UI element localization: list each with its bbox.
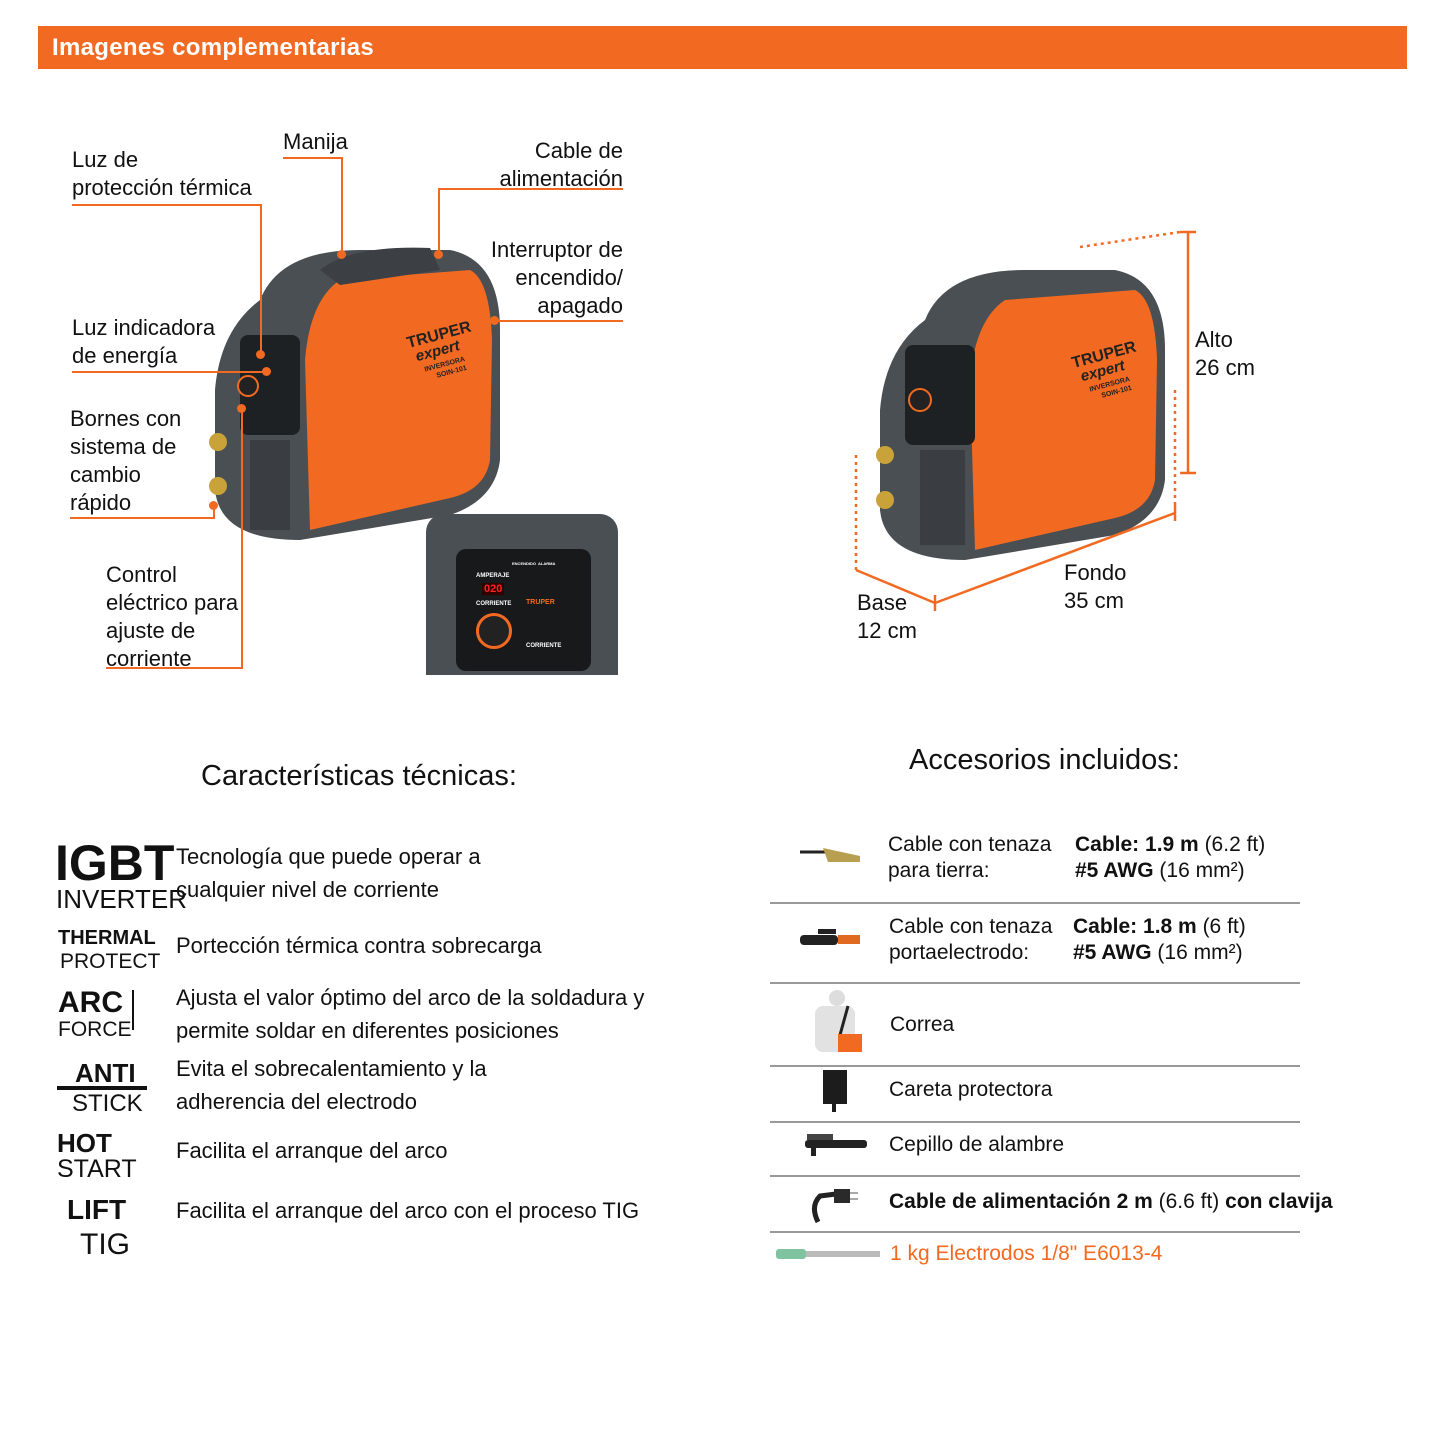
callout-power-switch: Interruptor de encendido/ apagado	[490, 237, 623, 318]
ground-clamp-icon	[800, 848, 860, 862]
welder-image-dimensions: TRUPER expert INVERSORA SOIN-101	[876, 270, 1165, 560]
anti-stick-icon: ANTI	[75, 1058, 136, 1088]
callout-power-light: Luz indicadora de energía	[72, 315, 216, 368]
dimension-depth: Fondo 35 cm	[1064, 560, 1127, 613]
thermal-protect-icon: THERMAL	[58, 927, 156, 949]
electrode-icon	[776, 1249, 880, 1259]
lift-tig-icon: LIFT	[67, 1194, 127, 1225]
callout-current-control: Control eléctrico para ajuste de corrien…	[106, 562, 239, 671]
section-header: Imagenes complementarias	[38, 26, 1407, 69]
callout-power-cable: Cable de alimentación	[499, 138, 623, 191]
control-panel-closeup: AMPERAJE ENCENDIDO ALARMA 020 CORRIENTE …	[426, 514, 618, 675]
accessory-row	[770, 1067, 1300, 1123]
wire-brush-icon	[805, 1134, 867, 1156]
dimension-lines	[854, 230, 1196, 611]
accessory-row	[770, 1123, 1300, 1177]
feature-text: Facilita el arranque del arco con el pro…	[176, 1198, 640, 1223]
feature-text: Evita el sobrecalentamiento y la adheren…	[176, 1056, 487, 1114]
feature-text: Facilita el arranque del arco	[176, 1138, 448, 1163]
accessory-row	[770, 1177, 1300, 1233]
welding-mask-icon	[823, 1070, 847, 1112]
accessory-row	[770, 984, 1300, 1067]
power-cable-plug-icon	[812, 1189, 858, 1224]
callout-thermal-light: Luz de protección térmica	[72, 147, 252, 200]
feature-text: Portección térmica contra sobrecarga	[176, 933, 542, 958]
accessories-title: Accesorios incluidos:	[909, 744, 1180, 776]
arc-force-icon: ARC	[58, 986, 123, 1019]
callout-terminals: Bornes con sistema de cambio rápido	[70, 406, 182, 515]
dimension-base: Base 12 cm	[857, 590, 917, 643]
welder-image-front: TRUPER expert INVERSORA SOIN-101	[209, 247, 500, 540]
accessory-row	[770, 820, 1300, 904]
accessory-electrodes: 1 kg Electrodos 1/8" E6013-4	[890, 1242, 1163, 1265]
strap-icon	[815, 990, 862, 1052]
dimension-height: Alto 26 cm	[1195, 327, 1255, 380]
feature-text: Ajusta el valor óptimo del arco de la so…	[176, 985, 645, 1043]
hot-start-icon: HOT	[57, 1128, 112, 1158]
igbt-inverter-icon: IGBT	[55, 835, 175, 891]
electrode-holder-icon	[800, 929, 860, 945]
accessory-row	[770, 904, 1300, 984]
features-title: Características técnicas:	[201, 760, 517, 792]
callout-handle: Manija	[283, 129, 348, 154]
section-title: Imagenes complementarias	[52, 34, 375, 61]
feature-text: Tecnología que puede operar a cualquier …	[176, 844, 481, 902]
